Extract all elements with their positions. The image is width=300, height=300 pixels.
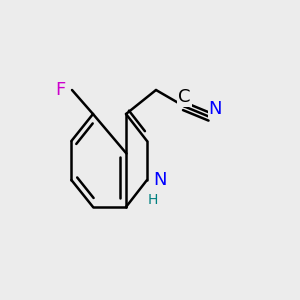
Text: N: N [153,171,166,189]
Text: H: H [148,193,158,206]
Text: C: C [178,88,191,106]
Text: F: F [55,81,65,99]
Text: N: N [209,100,222,118]
